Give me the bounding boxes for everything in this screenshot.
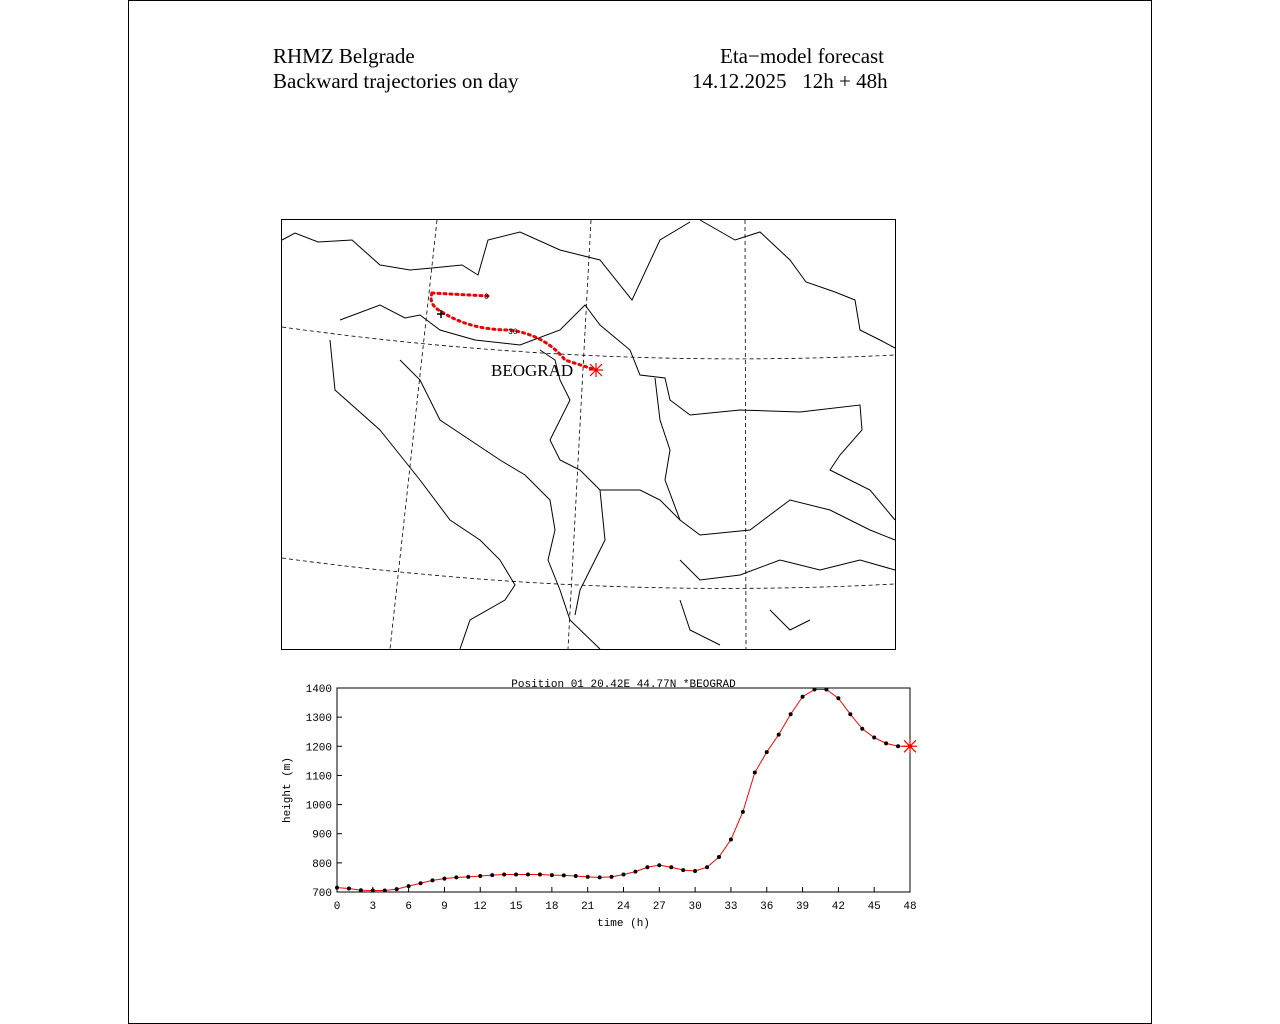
data-point <box>537 872 542 877</box>
data-point <box>633 869 638 874</box>
x-tick-label: 42 <box>832 901 845 913</box>
data-point <box>406 884 411 889</box>
y-tick-label: 700 <box>312 888 332 900</box>
x-tick-label: 15 <box>509 901 522 913</box>
data-point <box>394 887 399 892</box>
trajectory-label: 0 <box>484 293 489 302</box>
x-tick-label: 48 <box>903 901 916 913</box>
data-point <box>764 750 769 755</box>
x-axis-label: time (h) <box>597 918 650 930</box>
data-point <box>896 744 901 749</box>
data-point <box>430 878 435 883</box>
header-left-1: RHMZ Belgrade <box>273 44 415 68</box>
x-tick-label: 0 <box>334 901 341 913</box>
x-tick-label: 27 <box>653 901 666 913</box>
line-chart: Position 01 20.42E 44.77N *BEOGRAD time (… <box>282 679 917 930</box>
y-tick-label: 800 <box>312 859 332 871</box>
data-point <box>776 732 781 737</box>
data-point <box>621 872 626 877</box>
data-point <box>717 855 721 860</box>
data-point <box>657 863 662 868</box>
x-tick-label: 12 <box>474 901 487 913</box>
data-point <box>478 873 483 878</box>
data-point <box>693 869 698 874</box>
y-tick-label: 900 <box>312 830 332 842</box>
end-marker <box>903 739 917 754</box>
data-point <box>752 770 757 775</box>
x-tick-label: 9 <box>441 901 448 913</box>
x-tick-label: 45 <box>868 901 881 913</box>
data-line <box>336 688 910 892</box>
data-point <box>836 696 841 701</box>
data-point <box>549 873 554 878</box>
y-tick-label: 1300 <box>306 713 332 725</box>
data-point <box>800 694 805 699</box>
y-tick-label: 1400 <box>306 684 332 696</box>
data-point <box>442 876 447 881</box>
data-point <box>573 873 578 878</box>
plot-area <box>336 687 911 893</box>
data-point <box>705 865 710 870</box>
map: BEOGRAD 0 36 <box>281 219 896 650</box>
x-tick-label: 30 <box>689 901 702 913</box>
data-point <box>490 873 495 878</box>
header-right-1: Eta−model forecast <box>720 44 884 68</box>
data-point <box>418 881 423 886</box>
data-point <box>848 712 853 717</box>
x-tick-label: 36 <box>760 901 773 913</box>
data-point <box>597 875 602 880</box>
data-point <box>466 874 471 879</box>
data-point <box>561 873 566 878</box>
city-label: BEOGRAD <box>491 361 573 380</box>
x-tick-label: 33 <box>724 901 737 913</box>
x-tick-label: 39 <box>796 901 809 913</box>
x-tick-label: 3 <box>370 901 377 913</box>
data-point <box>526 872 530 877</box>
header-left-2: Backward trajectories on day <box>273 69 519 93</box>
y-tick-label: 1100 <box>306 771 332 783</box>
data-point <box>358 888 363 893</box>
data-point <box>454 875 459 880</box>
y-tick-label: 1000 <box>306 801 332 813</box>
data-point <box>645 865 650 870</box>
x-tick-label: 6 <box>405 901 412 913</box>
data-point <box>370 888 375 893</box>
data-point <box>502 872 507 877</box>
data-point <box>669 865 674 870</box>
data-point <box>728 837 733 842</box>
data-point <box>585 874 590 879</box>
data-point <box>346 886 351 891</box>
data-point <box>872 735 877 740</box>
x-tick-label: 24 <box>617 901 631 913</box>
data-point <box>609 874 614 879</box>
chart-title: Position 01 20.42E 44.77N *BEOGRAD <box>511 679 736 691</box>
trajectory-label: 36 <box>508 328 518 337</box>
data-point <box>884 741 889 746</box>
y-tick-label: 1200 <box>306 742 332 754</box>
x-tick-label: 21 <box>581 901 595 913</box>
data-point <box>335 885 339 890</box>
data-point <box>812 687 817 692</box>
data-point <box>860 726 865 731</box>
data-point <box>382 888 387 893</box>
header-right-2: 14.12.2025 12h + 48h <box>692 69 888 93</box>
x-tick-label: 18 <box>545 901 558 913</box>
data-point <box>824 687 829 692</box>
y-axis-label: height (m) <box>282 757 294 823</box>
data-point <box>740 809 745 814</box>
data-point <box>788 712 793 717</box>
data-point <box>681 868 686 873</box>
data-point <box>514 872 519 877</box>
